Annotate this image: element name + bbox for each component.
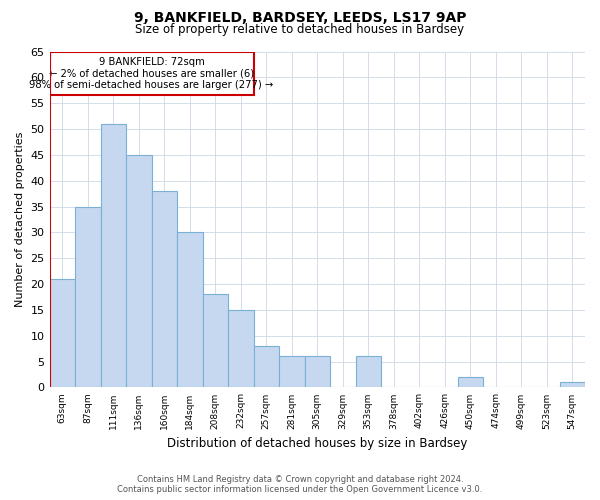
Bar [152,191,177,388]
Bar [50,52,254,96]
Bar [101,124,126,388]
Text: 9, BANKFIELD, BARDSEY, LEEDS, LS17 9AP: 9, BANKFIELD, BARDSEY, LEEDS, LS17 9AP [134,12,466,26]
Bar [50,279,75,388]
X-axis label: Distribution of detached houses by size in Bardsey: Distribution of detached houses by size … [167,437,467,450]
Bar [177,232,203,388]
Bar [305,356,330,388]
Text: Contains HM Land Registry data © Crown copyright and database right 2024.
Contai: Contains HM Land Registry data © Crown c… [118,474,482,494]
Bar [203,294,228,388]
Bar [458,377,483,388]
Bar [228,310,254,388]
Y-axis label: Number of detached properties: Number of detached properties [15,132,25,307]
Text: 9 BANKFIELD: 72sqm
← 2% of detached houses are smaller (6)
98% of semi-detached : 9 BANKFIELD: 72sqm ← 2% of detached hous… [29,57,274,90]
Bar [560,382,585,388]
Bar [356,356,381,388]
Bar [279,356,305,388]
Bar [254,346,279,388]
Bar [126,155,152,388]
Bar [75,206,101,388]
Text: Size of property relative to detached houses in Bardsey: Size of property relative to detached ho… [136,22,464,36]
